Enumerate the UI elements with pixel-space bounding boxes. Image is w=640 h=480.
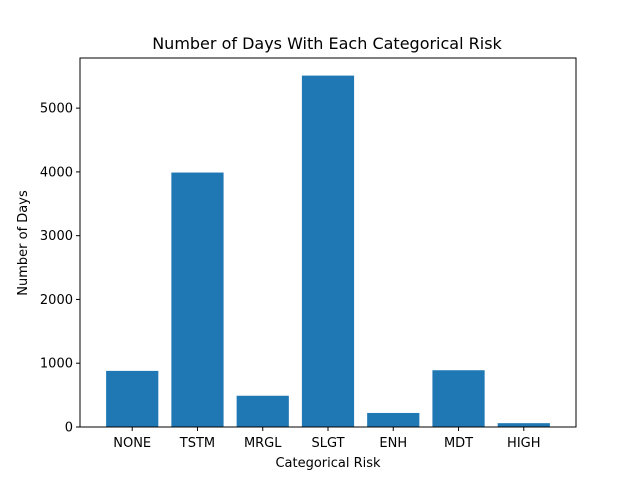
x-tick-label: MRGL: [244, 436, 282, 451]
chart-title: Number of Days With Each Categorical Ris…: [152, 34, 502, 53]
x-tick-label: TSTM: [179, 436, 215, 451]
bar-none: [106, 370, 159, 427]
y-tick-label: 4000: [40, 165, 73, 180]
bar-slgt: [301, 75, 355, 427]
y-axis-title: Number of Days: [16, 190, 31, 296]
y-tick-label: 5000: [40, 102, 73, 117]
x-axis-title: Categorical Risk: [275, 456, 381, 471]
bar-high: [497, 423, 550, 427]
y-tick-label: 2000: [40, 293, 73, 308]
x-tick-label: HIGH: [507, 436, 540, 451]
y-tick-label: 1000: [40, 357, 73, 372]
bar-enh: [367, 412, 420, 427]
plot-frame: [79, 57, 577, 428]
y-tick-label: 3000: [40, 229, 73, 244]
bar-mdt: [432, 370, 485, 427]
y-axis-ticks: 0 1000 2000 3000 4000 5000: [40, 102, 80, 436]
x-axis-ticks: NONE TSTM MRGL SLGT ENH MDT HIGH: [113, 427, 541, 451]
x-tick-label: NONE: [113, 436, 151, 451]
x-tick-label: SLGT: [311, 436, 344, 451]
x-tick-label: MDT: [444, 436, 473, 451]
x-tick-label: ENH: [379, 436, 407, 451]
bar-tstm: [171, 172, 224, 427]
bar-mrgl: [236, 395, 289, 427]
y-tick-label: 0: [65, 421, 73, 436]
bars-group: [106, 75, 550, 427]
